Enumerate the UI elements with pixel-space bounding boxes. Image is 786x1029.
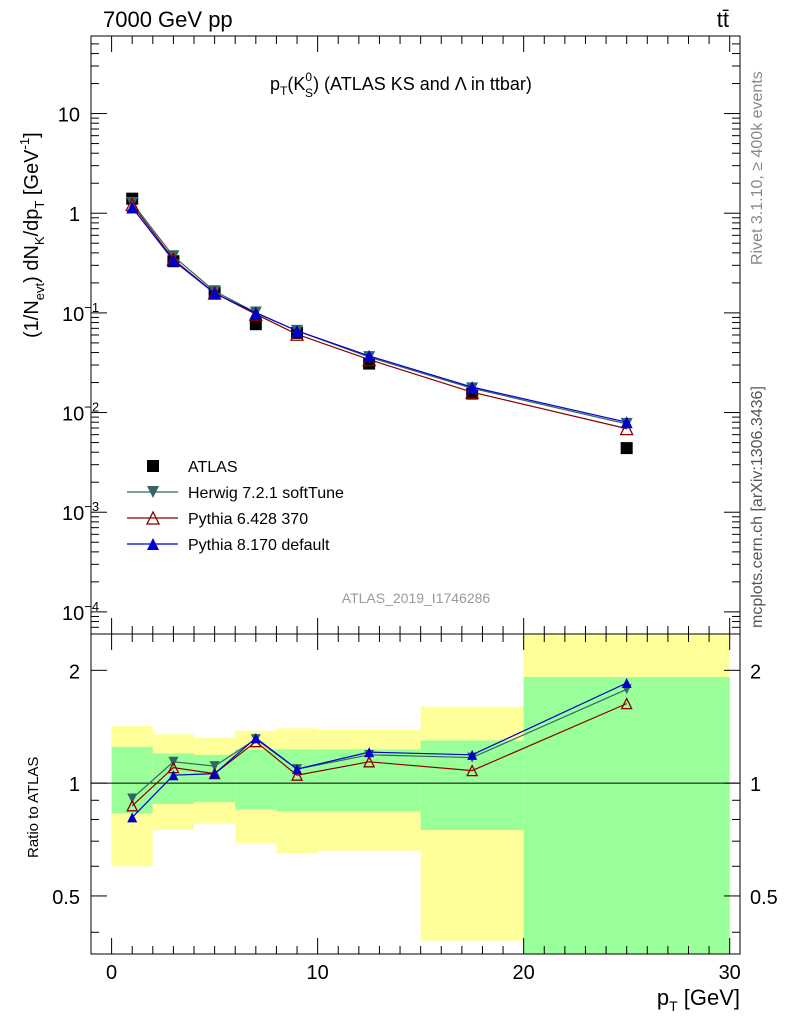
ratio-data-point bbox=[467, 749, 478, 760]
main-series-line bbox=[131, 207, 627, 423]
legend-marker bbox=[147, 538, 159, 550]
ratio-uncertainty-band-inner bbox=[523, 676, 730, 954]
ratio-data-point bbox=[620, 697, 633, 710]
header-right-label: tt̄ bbox=[717, 7, 729, 32]
main-data-point bbox=[620, 442, 633, 455]
x-tick-label: 30 bbox=[719, 962, 741, 984]
legend-marker bbox=[145, 510, 161, 525]
main-data-point bbox=[620, 416, 633, 429]
legend-label: Herwig 7.2.1 softTune bbox=[188, 485, 344, 502]
ratio-data-point bbox=[292, 764, 303, 775]
ratio-data-point bbox=[621, 678, 632, 689]
ratio-series-line bbox=[131, 703, 627, 807]
ratio-panel: 2 2 1 1 0.5 0.5 0 10 20 30 Ratio to ATLAS pT [GeV… bbox=[25, 633, 778, 1014]
main-data-point bbox=[249, 306, 262, 319]
main-data-point bbox=[363, 349, 376, 362]
ratio-frame bbox=[90, 633, 741, 955]
plot-title: pT(K0 S) (ATLAS KS and Λ in ttbar) bbox=[270, 70, 532, 100]
ratio-data-point bbox=[364, 747, 375, 758]
main-y-tick-label: 10−4 bbox=[62, 599, 99, 625]
main-series-line bbox=[131, 204, 627, 430]
legend-marker bbox=[147, 460, 159, 472]
x-tick-label: 20 bbox=[513, 962, 535, 984]
main-data-point bbox=[466, 381, 479, 394]
ratio-data-point bbox=[290, 768, 304, 781]
ratio-y-tick-label-left: 2 bbox=[69, 661, 80, 683]
main-y-tick-label: 10 bbox=[58, 105, 80, 127]
x-tick-label: 0 bbox=[106, 962, 117, 984]
ratio-data-point bbox=[250, 732, 261, 743]
main-y-tick-label: 10−1 bbox=[62, 300, 99, 326]
legend-label: ATLAS bbox=[188, 459, 238, 476]
ratio-data-point bbox=[466, 764, 479, 777]
ratio-data-point bbox=[363, 755, 376, 768]
main-data-point bbox=[208, 287, 221, 300]
ratio-data-point bbox=[127, 793, 138, 804]
ratio-y-tick-label-right: 2 bbox=[750, 661, 761, 683]
main-data-point bbox=[249, 318, 262, 331]
ratio-data-point bbox=[127, 812, 138, 823]
main-y-axis-label: (1/Nevt) dNK/dpT [GeV-1] bbox=[17, 132, 47, 338]
main-data-point bbox=[167, 254, 180, 267]
ratio-y-tick-label-right: 1 bbox=[750, 774, 761, 796]
x-tick-label: 10 bbox=[307, 962, 329, 984]
legend-label: Pythia 8.170 default bbox=[188, 537, 330, 554]
ratio-y-tick-label-right: 0.5 bbox=[750, 887, 778, 909]
main-y-tick-label: 10−2 bbox=[62, 400, 99, 426]
main-y-tick-label: 1 bbox=[69, 204, 80, 226]
ratio-data-point bbox=[209, 768, 220, 779]
ratio-uncertainty-band-inner bbox=[235, 749, 277, 810]
legend-marker bbox=[147, 486, 159, 498]
main-data-point bbox=[126, 201, 139, 214]
ratio-data-point bbox=[168, 770, 179, 781]
ratio-y-axis-label: Ratio to ATLAS bbox=[25, 757, 42, 858]
legend-label: Pythia 6.428 370 bbox=[188, 511, 308, 528]
mcplots-label: mcplots.cern.ch [arXiv:1306.3436] bbox=[749, 386, 766, 628]
main-y-tick-label: 10−3 bbox=[62, 499, 99, 525]
ratio-y-tick-label-left: 0.5 bbox=[52, 887, 80, 909]
header-left-label: 7000 GeV pp bbox=[103, 7, 233, 32]
x-axis-label: pT [GeV] bbox=[657, 985, 740, 1014]
ratio-y-tick-label-left: 1 bbox=[69, 774, 80, 796]
ratio-data-point bbox=[209, 761, 220, 772]
legend: ATLAS Herwig 7.2.1 softTune Pythia 6.428 3… bbox=[127, 459, 344, 554]
main-data-point bbox=[291, 324, 304, 337]
ratio-data-point bbox=[126, 799, 139, 812]
main-data-point bbox=[619, 421, 634, 436]
watermark: ATLAS_2019_I1746286 bbox=[342, 590, 491, 606]
ratio-series-line bbox=[131, 682, 627, 818]
rivet-version-label: Rivet 3.1.10, ≥ 400k events bbox=[749, 71, 766, 265]
